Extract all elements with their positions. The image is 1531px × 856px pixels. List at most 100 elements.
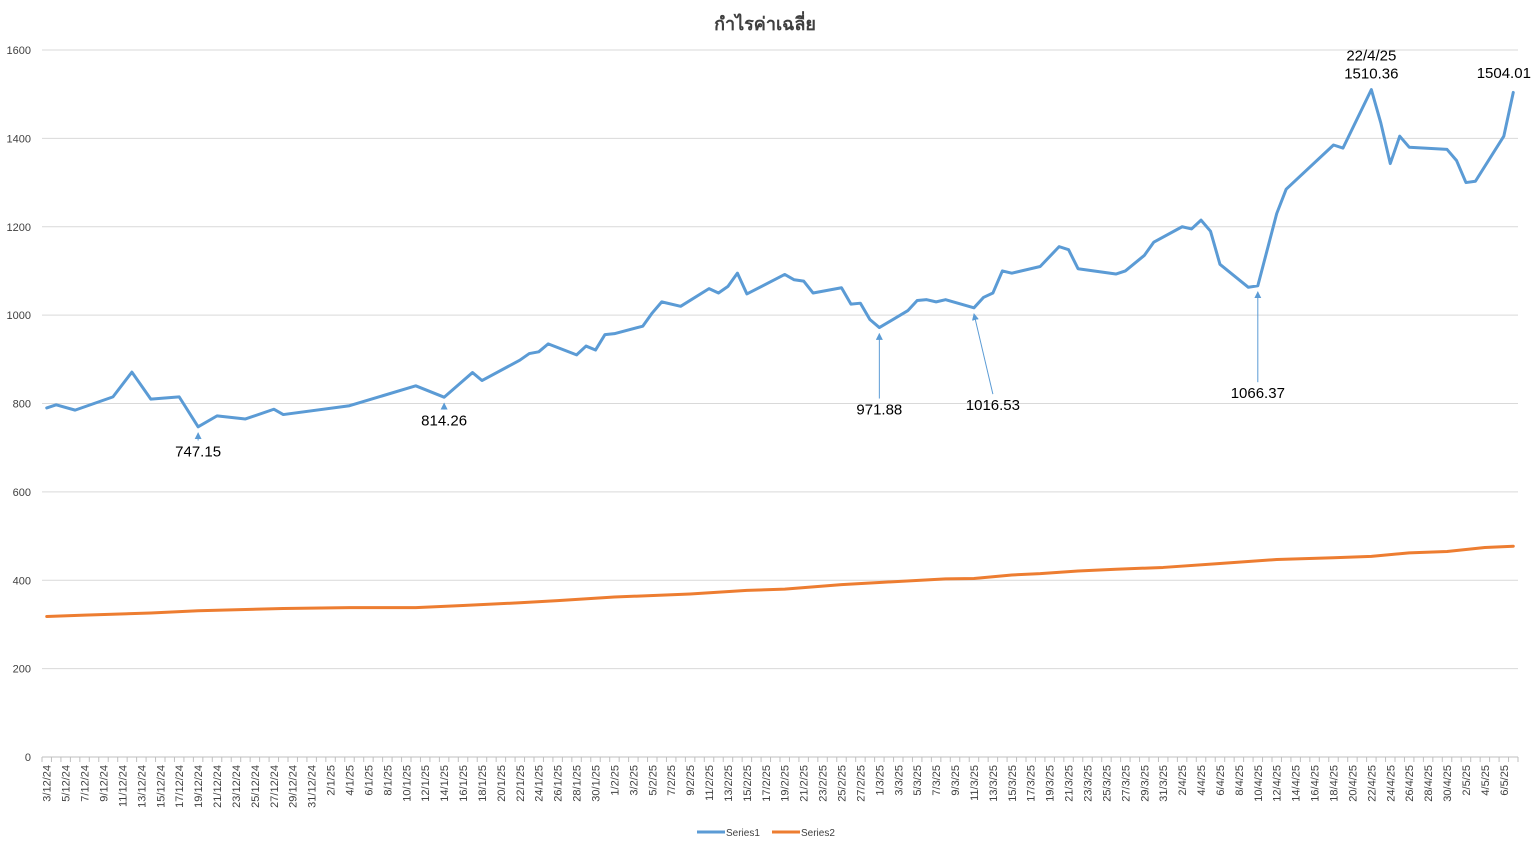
x-tick-label: 8/1/25 <box>382 765 394 796</box>
x-tick-label: 14/1/25 <box>439 765 451 802</box>
x-tick-label: 27/12/24 <box>269 765 281 808</box>
legend-label: Series2 <box>801 828 835 839</box>
x-tick-label: 24/1/25 <box>534 765 546 802</box>
x-tick-label: 13/3/25 <box>988 765 1000 802</box>
x-tick-label: 7/12/24 <box>80 765 92 802</box>
x-tick-label: 28/4/25 <box>1423 765 1435 802</box>
x-tick-label: 3/12/24 <box>42 765 54 802</box>
y-tick-label: 800 <box>13 399 31 411</box>
x-tick-label: 2/1/25 <box>326 765 338 796</box>
x-tick-label: 28/1/25 <box>572 765 584 802</box>
x-tick-label: 6/5/25 <box>1499 765 1511 796</box>
x-tick-label: 19/3/25 <box>1045 765 1057 802</box>
x-tick-label: 4/1/25 <box>345 765 357 796</box>
x-tick-label: 19/12/24 <box>193 765 205 808</box>
x-tick-label: 24/4/25 <box>1385 765 1397 802</box>
y-tick-label: 1200 <box>7 222 31 234</box>
annotation-label: 22/4/25 <box>1346 48 1396 65</box>
x-tick-label: 22/4/25 <box>1366 765 1378 802</box>
x-tick-label: 20/4/25 <box>1347 765 1359 802</box>
x-tick-label: 27/3/25 <box>1120 765 1132 802</box>
x-tick-label: 16/1/25 <box>458 765 470 802</box>
x-tick-label: 9/12/24 <box>99 765 111 802</box>
x-tick-label: 21/2/25 <box>799 765 811 802</box>
series-line-series2 <box>45 544 1515 618</box>
x-tick-label: 7/2/25 <box>666 765 678 796</box>
y-tick-label: 600 <box>13 487 31 499</box>
x-tick-label: 26/1/25 <box>553 765 565 802</box>
x-tick-label: 2/4/25 <box>1177 765 1189 796</box>
x-tick-label: 1/2/25 <box>609 765 621 796</box>
x-tick-label: 11/3/25 <box>969 765 981 801</box>
x-tick-label: 16/4/25 <box>1310 765 1322 802</box>
x-tick-label: 5/3/25 <box>912 765 924 796</box>
x-tick-label: 23/12/24 <box>231 765 243 808</box>
x-tick-label: 3/2/25 <box>628 765 640 796</box>
x-tick-label: 17/12/24 <box>174 765 186 808</box>
x-tick-label: 4/4/25 <box>1196 765 1208 796</box>
x-tick-label: 9/2/25 <box>685 765 697 796</box>
x-tick-label: 12/1/25 <box>420 765 432 802</box>
x-tick-label: 11/2/25 <box>704 765 716 801</box>
x-tick-label: 23/2/25 <box>818 765 830 802</box>
x-tick-label: 25/3/25 <box>1101 765 1113 802</box>
legend: Series1 Series2 <box>697 828 835 839</box>
x-tick-label: 6/1/25 <box>363 765 375 796</box>
annotation-label: 814.26 <box>421 413 467 430</box>
x-tick-label: 15/12/24 <box>155 765 167 808</box>
x-tick-label: 30/4/25 <box>1442 765 1454 802</box>
y-tick-label: 0 <box>25 752 31 764</box>
annotation-label: 1504.01 <box>1477 65 1531 82</box>
x-tick-label: 29/12/24 <box>288 765 300 808</box>
series-line-series1 <box>45 88 1515 429</box>
x-tick-label: 7/3/25 <box>931 765 943 796</box>
annotation-label: 1066.37 <box>1231 385 1285 402</box>
annotation-label: 1510.36 <box>1344 66 1398 83</box>
x-tick-label: 11/12/24 <box>117 765 129 807</box>
legend-label: Series1 <box>726 828 760 839</box>
x-tick-label: 29/3/25 <box>1139 765 1151 802</box>
gridlines <box>42 49 1518 670</box>
x-tick-label: 15/3/25 <box>1007 765 1019 802</box>
x-tick-label: 25/12/24 <box>250 765 262 808</box>
annotation-arrow <box>971 313 994 395</box>
x-tick-label: 10/1/25 <box>401 765 413 802</box>
x-tick-label: 31/3/25 <box>1158 765 1170 802</box>
x-tick-label: 21/3/25 <box>1064 765 1076 802</box>
x-tick-label: 10/4/25 <box>1253 765 1265 802</box>
x-tick-label: 13/12/24 <box>136 765 148 808</box>
x-tick-label: 1/3/25 <box>874 765 886 796</box>
x-tick-label: 31/12/24 <box>307 765 319 808</box>
x-tick-label: 25/2/25 <box>837 765 849 802</box>
x-tick-label: 13/2/25 <box>723 765 735 802</box>
x-tick-label: 19/2/25 <box>780 765 792 802</box>
x-tick-label: 17/2/25 <box>761 765 773 802</box>
chart-title: กำไรค่าเฉลี่ย <box>714 11 816 35</box>
x-tick-label: 21/12/24 <box>212 765 224 808</box>
y-tick-label: 400 <box>13 575 31 587</box>
y-tick-label: 1000 <box>7 310 31 322</box>
x-tick-label: 14/4/25 <box>1291 765 1303 802</box>
x-tick-label: 17/3/25 <box>1026 765 1038 802</box>
x-tick-label: 27/2/25 <box>855 765 867 802</box>
x-tick-label: 15/2/25 <box>742 765 754 802</box>
x-tick-label: 8/4/25 <box>1234 765 1246 796</box>
y-tick-label: 200 <box>13 664 31 676</box>
x-tick-label: 6/4/25 <box>1215 765 1227 796</box>
x-tick-label: 5/2/25 <box>647 765 659 796</box>
x-tick-label: 12/4/25 <box>1272 765 1284 802</box>
y-tick-label: 1600 <box>7 45 31 57</box>
x-tick-label: 5/12/24 <box>61 765 73 802</box>
annotation-label: 1016.53 <box>966 397 1020 414</box>
series-lines <box>45 88 1515 618</box>
annotation-label: 747.15 <box>175 444 221 461</box>
x-tick-label: 9/3/25 <box>950 765 962 796</box>
x-tick-label: 2/5/25 <box>1461 765 1473 796</box>
y-tick-label: 1400 <box>7 133 31 145</box>
x-tick-label: 18/1/25 <box>477 765 489 802</box>
x-tick-label: 3/3/25 <box>893 765 905 796</box>
x-tick-label: 26/4/25 <box>1404 765 1416 802</box>
